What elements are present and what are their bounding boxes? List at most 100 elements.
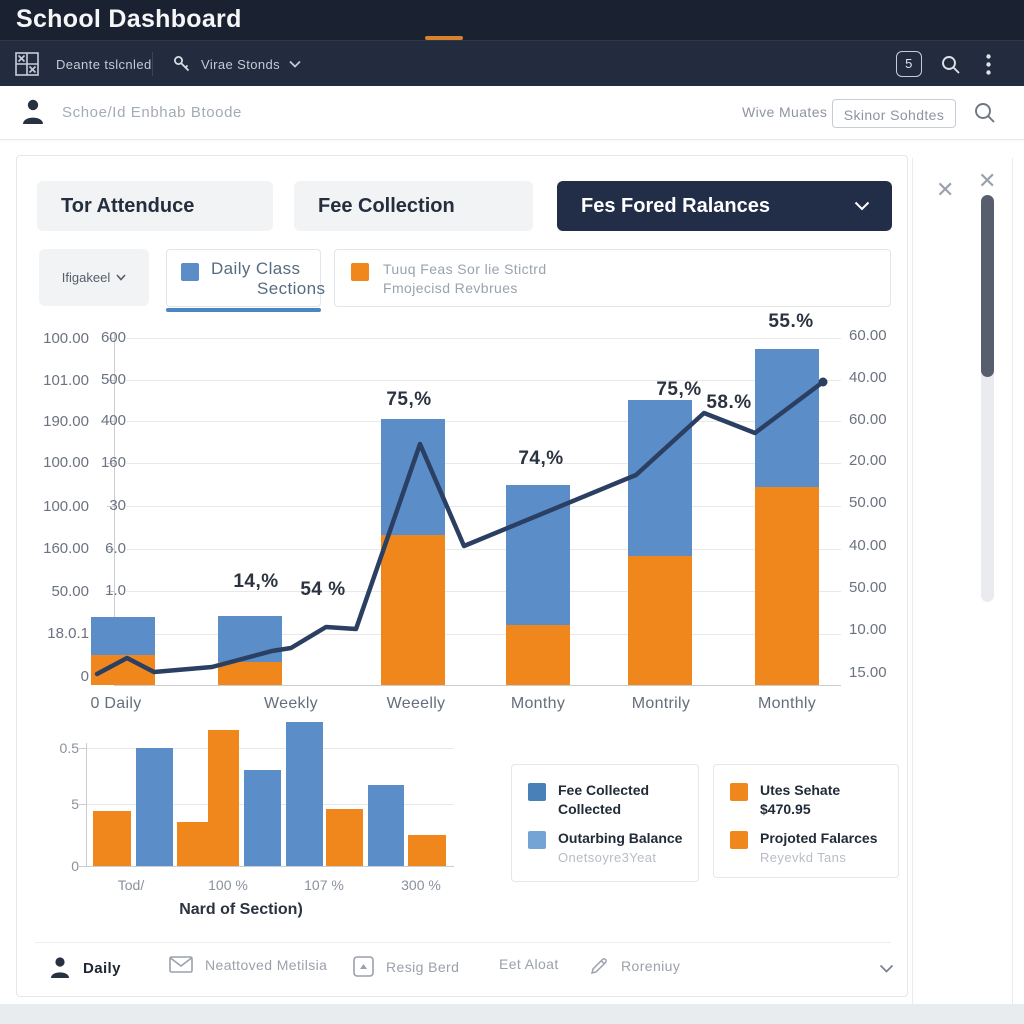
user-icon	[20, 98, 46, 126]
y-axis-label-right: 50.00	[849, 494, 887, 511]
nav-search-button[interactable]	[940, 41, 961, 87]
kebab-menu-button[interactable]	[986, 41, 991, 87]
y-axis-label-outer: 100.00	[43, 330, 89, 347]
legend-chip-daily-class[interactable]: Daily Class Sections	[166, 249, 325, 307]
data-label: 74,%	[518, 448, 564, 469]
gridline	[126, 549, 841, 550]
tab-balances-dropdown[interactable]: Fes Fored Ralances	[557, 181, 892, 231]
y-axis-label: 0.5	[59, 740, 79, 756]
tab-attendance[interactable]: Tor Attenduce	[37, 181, 273, 231]
page-title: School Dashboard	[16, 5, 242, 33]
school-identity: Schoe/Id Enbhab Btoode	[20, 98, 242, 126]
section-bar-chart: 0.5 5 0 Tod/100 % 107 % 300 % Nard of Section)	[41, 713, 481, 928]
footer-divider	[35, 942, 891, 943]
nav-item-first[interactable]: Deante tslcnled	[56, 41, 152, 87]
gridline	[126, 591, 841, 592]
gridline	[86, 748, 454, 749]
image-icon	[353, 956, 374, 977]
toolbar-search-button[interactable]	[973, 101, 996, 124]
gridline	[126, 506, 841, 507]
scrollbar-track[interactable]	[981, 195, 994, 602]
x-axis-label: Weeelly	[386, 695, 446, 712]
axis-title: Nard of Section)	[179, 901, 303, 918]
nav-bar: Deante tslcnled Virae Stonds 5	[0, 40, 1024, 86]
accent-dash	[425, 36, 463, 40]
axis-tick	[107, 421, 114, 422]
panel-divider	[912, 158, 913, 1004]
badge-s-icon: 5	[896, 51, 922, 77]
light-blue-swatch	[528, 831, 546, 849]
legend-fees-line2: Fmojecisd Revbrues	[383, 280, 518, 296]
panel-right-edge	[1012, 158, 1013, 1004]
legend-label2: Collected	[558, 801, 622, 817]
kebab-icon	[986, 53, 991, 75]
y-axis-label-inner: 6.0	[105, 540, 126, 557]
y-axis-label-right: 20.00	[849, 452, 887, 469]
trend-line-layer	[94, 377, 828, 677]
axis-tick	[107, 591, 114, 592]
axis-tick	[107, 463, 114, 464]
y-axis-label-right: 60.00	[849, 411, 887, 428]
footer-item-reports[interactable]: Resig Berd	[353, 956, 459, 977]
footer-expand-button[interactable]	[879, 964, 894, 973]
mini-bar	[93, 811, 131, 866]
footer-item-alerts[interactable]: Eet Aloat	[499, 956, 559, 972]
y-axis-label-right: 15.00	[849, 664, 887, 681]
y-axis-label-inner: 600	[100, 329, 126, 346]
gridline	[126, 338, 841, 339]
stacked-bar-orange	[506, 625, 570, 685]
bottom-strip	[0, 1004, 1024, 1024]
axis-tick	[107, 549, 114, 550]
y-axis-label-right: 60.00	[849, 327, 887, 344]
legend-label: Projoted Falarces	[760, 830, 878, 846]
data-label: 58.%	[706, 392, 752, 413]
stacked-bar-orange	[755, 487, 819, 685]
footer-item-revenue[interactable]: Roreniuy	[589, 956, 680, 976]
x-axis-label: 0 Daily	[90, 695, 142, 712]
mini-bar	[368, 785, 404, 866]
axis-tick	[107, 380, 114, 381]
footer-item-label: Daily	[83, 959, 121, 977]
legend-entry: Outarbing Balance Onetsoyre3Yeat	[528, 829, 698, 867]
x-axis-label: Montrily	[631, 695, 691, 712]
data-label: 55.%	[768, 311, 814, 332]
x-axis-label: Monthy	[510, 695, 566, 712]
orange-swatch	[730, 783, 748, 801]
x-axis-label: Monthly	[757, 695, 817, 712]
mini-bar	[408, 835, 446, 866]
legend-sublabel: Onetsoyre3Yeat	[558, 850, 657, 865]
toolbar-right-label: Wive Muates	[742, 104, 828, 120]
app-logo-button[interactable]	[14, 41, 40, 87]
tab-fee-collection[interactable]: Fee Collection	[294, 181, 533, 231]
y-axis-label-inner: 400	[100, 412, 126, 429]
toolbar-action-button[interactable]: Skinor Sohdtes	[832, 99, 956, 128]
x-axis-label: Tod/	[117, 877, 145, 893]
footer-item-daily[interactable]: Daily	[49, 956, 121, 980]
y-axis-label-right: 10.00	[849, 621, 887, 638]
nav-divider	[152, 52, 153, 76]
footer-item-label: Resig Berd	[386, 958, 460, 975]
footer-item-messages[interactable]: Neattoved Metilsia	[169, 956, 327, 973]
y-axis-label: 0	[71, 858, 79, 874]
filter-dropdown-label: Ifigakeel	[61, 270, 111, 285]
y-axis-label-right: 40.00	[849, 369, 887, 386]
nav-item-first-label: Deante tslcnled	[56, 56, 152, 72]
gridline	[126, 634, 841, 635]
data-label: 54 %	[300, 579, 346, 600]
nav-item-second[interactable]: Virae Stonds	[172, 41, 301, 87]
user-icon	[49, 956, 71, 980]
badge-button[interactable]: 5	[896, 41, 922, 87]
data-label: 75,%	[656, 379, 702, 400]
scrollbar-thumb[interactable]	[981, 195, 994, 377]
gridline	[126, 463, 841, 464]
key-icon	[172, 54, 192, 74]
legend-chip-fees[interactable]: Tuuq Feas Sor lie Stictrd Fmojecisd Revb…	[334, 249, 891, 307]
close-icon[interactable]: ✕	[978, 168, 997, 193]
mini-bar	[244, 770, 281, 866]
y-axis-label-inner: 160	[100, 454, 126, 471]
legend-card-balances: Utes Sehate $470.95 Projoted Falarces Re…	[713, 764, 899, 878]
dashboard-card: Tor Attenduce Fee Collection Fes Fored R…	[16, 155, 908, 997]
close-icon[interactable]: ✕	[936, 177, 955, 202]
filter-dropdown[interactable]: Ifigakeel	[39, 249, 149, 306]
y-axis-label-inner: 30	[109, 497, 126, 514]
